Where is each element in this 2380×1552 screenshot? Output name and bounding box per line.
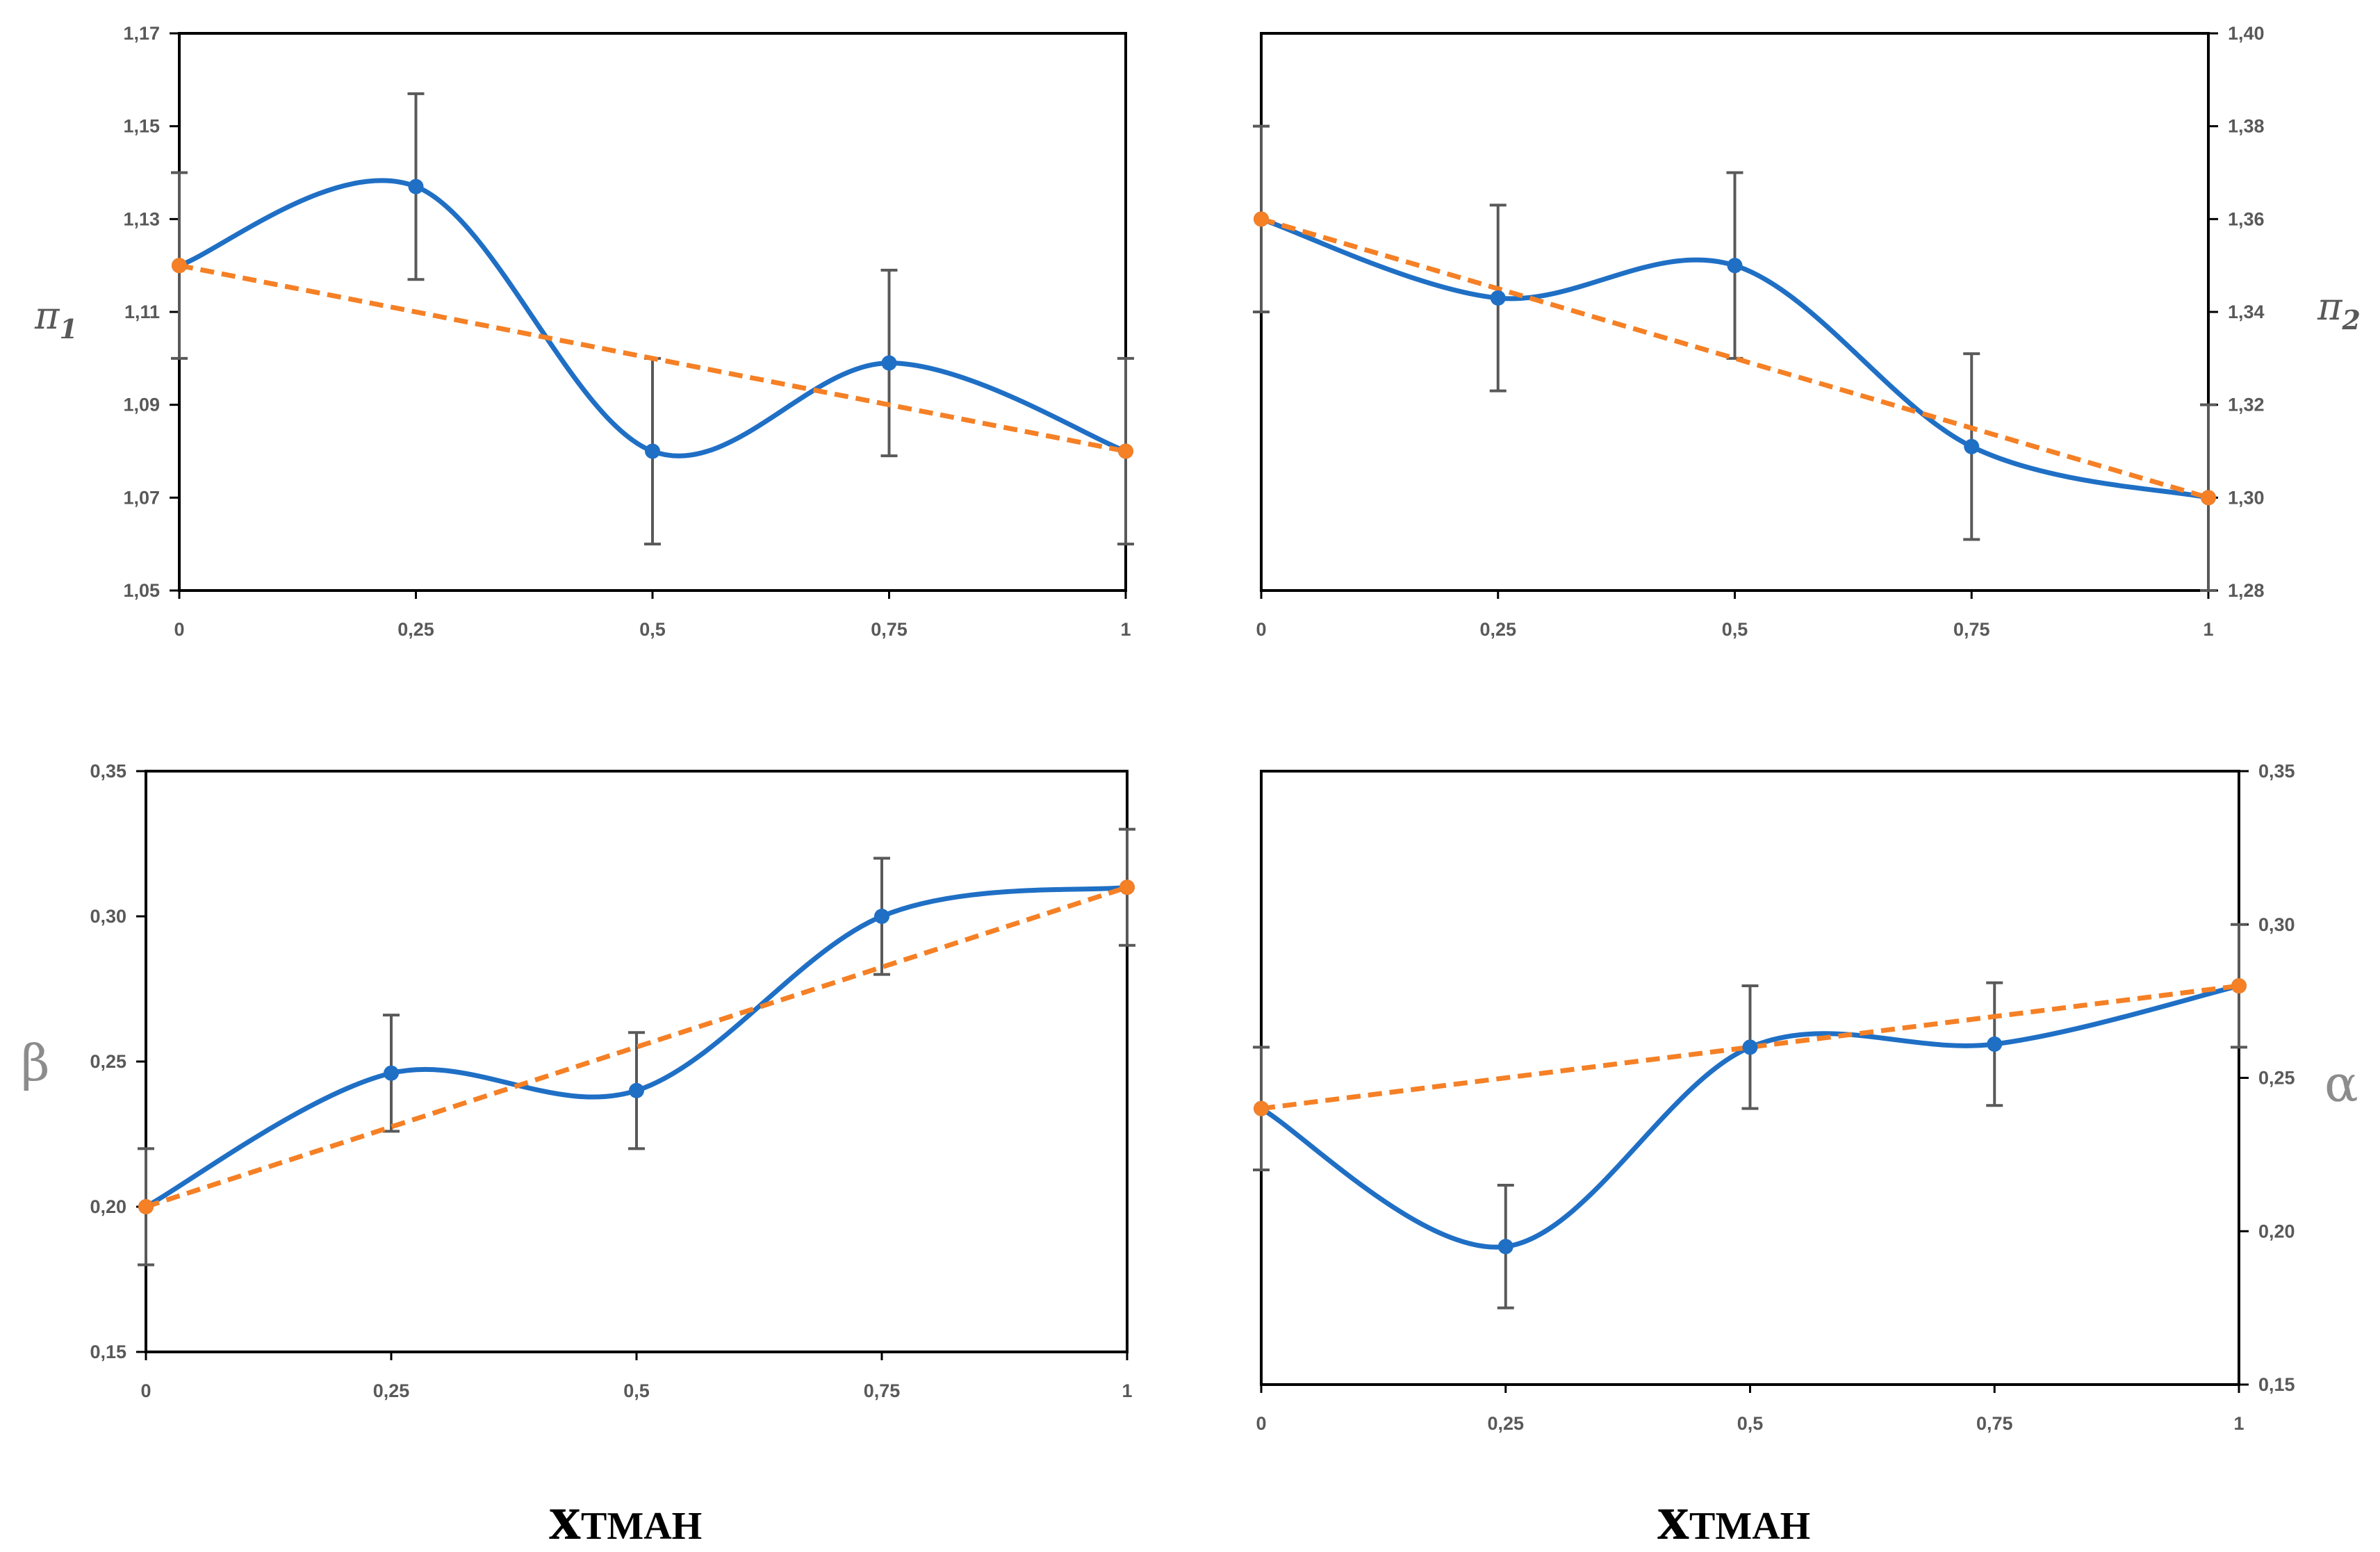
x-tick-label: 1 [1120, 619, 1131, 640]
data-point-experimental [874, 909, 889, 924]
y-tick-label: 1,34 [2228, 302, 2265, 322]
y-axis-label: π2 [2317, 285, 2361, 336]
x-tick-label: 0,5 [1737, 1413, 1764, 1434]
series-line-linear [1261, 983, 2240, 1112]
y-tick-label: 1,28 [2228, 580, 2265, 601]
chart-bottom-right: 0,15 0,20 0,25 0,30 0,35 0 0,25 0,5 0,75 1 α [1253, 761, 2358, 1434]
series-line-experimental [177, 178, 1129, 459]
y-tick-label: 0,20 [90, 1196, 126, 1217]
y-tick-label: 1,36 [2228, 208, 2265, 229]
data-point-experimental [1490, 290, 1506, 306]
data-point-linear [2231, 978, 2247, 994]
y-tick-label: 1,17 [123, 23, 160, 44]
data-point-linear [1254, 211, 1269, 227]
data-point-linear [1254, 1100, 1269, 1116]
x-tick-label: 0,5 [623, 1380, 650, 1401]
data-point-experimental [1987, 1036, 2003, 1052]
data-point-linear [138, 1199, 154, 1214]
y-tick-label: 1,38 [2228, 116, 2265, 137]
y-tick-label: 0,30 [90, 906, 126, 927]
x-tick-label: 0,75 [1976, 1413, 2013, 1434]
series-line-linear [179, 263, 1126, 454]
x-tick-label: 0,25 [397, 619, 434, 640]
y-tick-label: 0,20 [2258, 1221, 2295, 1241]
x-tick-label: 0,5 [639, 619, 666, 640]
y-tick-label: 1,05 [123, 580, 160, 601]
x-tick-label: 0,25 [1487, 1413, 1524, 1434]
x-tick-label: 0,75 [864, 1380, 901, 1401]
data-point-linear [172, 258, 187, 274]
y-tick-label: 1,11 [124, 302, 160, 322]
y-tick-label: 1,30 [2228, 487, 2265, 508]
x-tick-label: 0,5 [1722, 619, 1748, 640]
x-tick-label: 0,25 [373, 1380, 410, 1401]
x-tick-label: 0 [140, 1380, 151, 1401]
x-tick-label: 0,75 [871, 619, 908, 640]
y-tick-label: 0,25 [90, 1051, 126, 1072]
x-tick-label: 0 [1256, 619, 1266, 640]
data-point-experimental [881, 355, 897, 371]
series-line-experimental [1258, 983, 2242, 1250]
y-tick-label: 1,09 [123, 395, 160, 415]
y-axis-label: π1 [34, 294, 78, 345]
data-point-linear [1119, 880, 1135, 895]
x-tick-label: 0 [174, 619, 184, 640]
chart-top-right: 1,28 1,30 1,32 1,34 1,36 1,38 1,40 0 0,25 0,5 0,75… [1253, 23, 2361, 640]
y-tick-label: 1,07 [123, 487, 160, 508]
x-tick-label: 0,75 [1953, 619, 1990, 640]
x-tick-label: 1 [1122, 1380, 1132, 1401]
y-tick-label: 0,15 [2258, 1374, 2295, 1395]
y-tick-label: 1,15 [123, 116, 160, 137]
y-axis-label: α [2324, 1055, 2358, 1113]
data-point-experimental [629, 1082, 644, 1098]
chart-top-left: 1,05 1,07 1,09 1,11 1,13 1,15 1,17 0 0,25 0,5 0,75… [34, 23, 1134, 640]
y-tick-label: 0,15 [90, 1342, 126, 1362]
y-tick-label: 0,30 [2258, 914, 2295, 935]
data-point-experimental [645, 443, 660, 459]
data-point-linear [1118, 443, 1133, 459]
data-point-experimental [1964, 438, 1980, 454]
x-axis-label-right: xTMAH [1657, 1482, 1810, 1552]
x-tick-label: 0 [1256, 1413, 1266, 1434]
y-axis-label: β [21, 1034, 50, 1092]
data-point-experimental [1497, 1239, 1513, 1255]
y-tick-label: 0,25 [2258, 1068, 2295, 1089]
data-point-experimental [1742, 1039, 1758, 1055]
x-tick-label: 0,25 [1479, 619, 1516, 640]
data-point-experimental [1727, 258, 1743, 274]
series-line-linear [1261, 216, 2209, 500]
y-tick-label: 0,35 [90, 761, 126, 782]
x-tick-label: 1 [2233, 1413, 2244, 1434]
y-tick-label: 1,40 [2228, 23, 2265, 44]
x-axis-label-left: xTMAH [549, 1482, 702, 1552]
data-point-linear [2201, 490, 2216, 506]
y-tick-label: 1,13 [123, 208, 160, 229]
y-tick-label: 1,32 [2228, 395, 2265, 415]
data-point-experimental [408, 179, 424, 195]
y-tick-label: 0,35 [2258, 761, 2295, 782]
data-point-experimental [384, 1065, 399, 1081]
x-tick-label: 1 [2203, 619, 2213, 640]
chart-bottom-left: 0,15 0,20 0,25 0,30 0,35 0 0,25 0,5 0,75 1 β [21, 761, 1135, 1401]
